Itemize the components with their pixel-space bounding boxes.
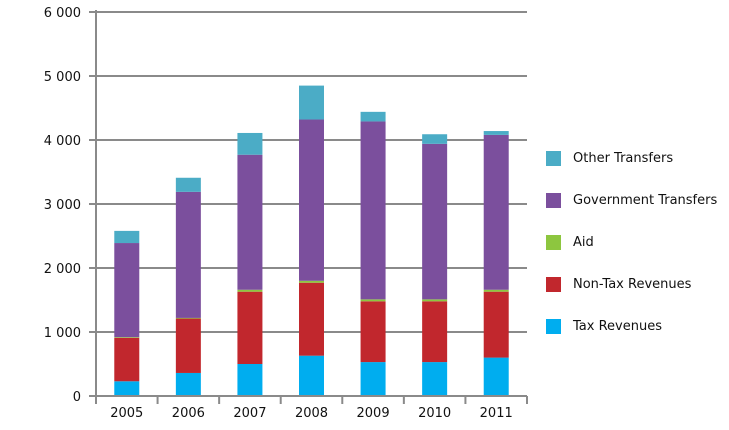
bar-segment: [483, 357, 509, 396]
bar-segment: [422, 143, 448, 300]
bar-segment: [237, 289, 263, 292]
bar-segment: [299, 85, 324, 120]
bar-segment: [422, 362, 448, 396]
x-tick-label: 2007: [233, 406, 266, 421]
legend-swatch: [546, 318, 561, 334]
bar-segment: [360, 299, 386, 302]
legend-swatch: [546, 150, 561, 166]
bar-segment: [422, 301, 448, 363]
bar-segment: [299, 355, 324, 396]
legend-swatch: [546, 192, 561, 208]
legend-label: Other Transfers: [573, 150, 674, 166]
bar-segment: [360, 111, 386, 122]
bar-segment: [299, 280, 324, 283]
bar-segment: [237, 364, 263, 396]
bar-segment: [360, 121, 386, 300]
bar-segment: [114, 381, 140, 396]
legend-item: Tax Revenues: [546, 318, 662, 334]
legend-label: Aid: [573, 234, 594, 250]
bar-segment: [483, 289, 509, 292]
bar-segment: [237, 154, 263, 290]
x-tick-label: 2006: [172, 406, 205, 421]
bar-segment: [175, 317, 201, 319]
y-tick-label: 4 000: [44, 134, 81, 149]
x-tick-label: 2005: [110, 406, 143, 421]
bar-segment: [175, 191, 201, 318]
legend-label: Non-Tax Revenues: [573, 276, 692, 292]
bar-segment: [360, 301, 386, 363]
bar-segment: [483, 291, 509, 358]
legend-swatch: [546, 276, 561, 292]
y-tick-label: 3 000: [44, 198, 81, 213]
bar-segment: [175, 177, 201, 192]
bar-segment: [114, 337, 140, 382]
bars: [114, 85, 509, 396]
legend-item: Government Transfers: [546, 192, 717, 208]
bar-segment: [299, 119, 324, 281]
bar-segment: [114, 337, 140, 338]
x-tick-label: 2010: [418, 406, 451, 421]
y-tick-label: 6 000: [44, 6, 81, 21]
legend-swatch: [546, 234, 561, 250]
x-tick-label: 2009: [357, 406, 390, 421]
y-tick-label: 1 000: [44, 326, 81, 341]
bar-segment: [483, 134, 509, 290]
x-tick-label: 2011: [480, 406, 513, 421]
bar-segment: [299, 282, 324, 356]
bar-segment: [114, 230, 140, 244]
y-tick-label: 0: [73, 390, 81, 405]
bar-segment: [237, 132, 263, 155]
y-axis-ticks: 0 1 000 2 000 3 000 4 000 5 000 6 000: [44, 6, 96, 405]
legend-item: Non-Tax Revenues: [546, 276, 691, 292]
legend-item: Other Transfers: [546, 150, 673, 166]
bar-segment: [422, 299, 448, 302]
bar-segment: [237, 291, 263, 364]
bar-segment: [175, 318, 201, 373]
bar-segment: [360, 362, 386, 396]
legend-item: Aid: [546, 234, 594, 250]
bar-segment: [175, 372, 201, 396]
legend-label: Tax Revenues: [573, 318, 662, 334]
bar-segment: [483, 131, 509, 135]
y-tick-label: 2 000: [44, 262, 81, 277]
x-tick-label: 2008: [295, 406, 328, 421]
bar-segment: [114, 243, 140, 338]
x-axis-ticks: 2005 2006 2007 2008 2009 2010 2011: [95, 396, 528, 421]
y-tick-label: 5 000: [44, 70, 81, 85]
bar-segment: [422, 134, 448, 144]
legend-label: Government Transfers: [573, 192, 718, 208]
